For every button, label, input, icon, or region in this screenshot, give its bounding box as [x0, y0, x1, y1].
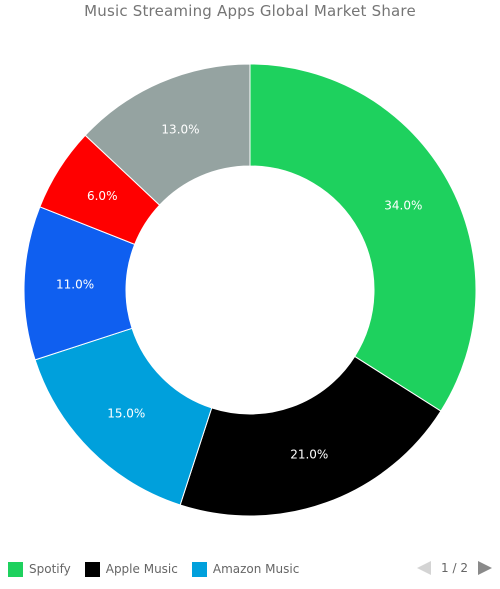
- legend-label-amazon-music: Amazon Music: [212, 562, 300, 576]
- legend-swatch-amazon-music: [191, 561, 207, 577]
- legend-item-apple-music[interactable]: Apple Music: [84, 561, 178, 577]
- donut-slice-2[interactable]: [34, 327, 213, 506]
- previous-page-icon[interactable]: [417, 561, 432, 575]
- legend: Spotify Apple Music Amazon Music: [8, 560, 313, 578]
- slice-label-3: 11.0%: [56, 278, 94, 292]
- donut-slice-0[interactable]: [249, 63, 477, 412]
- slice-label-4: 6.0%: [87, 189, 118, 203]
- legend-pager: 1 / 2: [417, 561, 492, 575]
- legend-item-spotify[interactable]: Spotify: [8, 561, 71, 577]
- slice-label-5: 13.0%: [161, 122, 199, 136]
- slice-label-0: 34.0%: [384, 199, 422, 213]
- chart-title: Music Streaming Apps Global Market Share: [84, 2, 416, 20]
- donut-slice-1[interactable]: [179, 355, 442, 517]
- next-page-icon[interactable]: [478, 561, 492, 575]
- legend-item-amazon-music[interactable]: Amazon Music: [191, 561, 300, 577]
- legend-label-apple-music: Apple Music: [105, 562, 178, 576]
- legend-label-spotify: Spotify: [29, 562, 71, 576]
- donut-slice-5[interactable]: [84, 63, 251, 206]
- slice-label-1: 21.0%: [290, 448, 328, 462]
- legend-swatch-apple-music: [84, 561, 100, 577]
- slice-label-2: 15.0%: [107, 407, 145, 421]
- legend-swatch-spotify: [8, 561, 23, 577]
- page-indicator: 1 / 2: [441, 561, 468, 575]
